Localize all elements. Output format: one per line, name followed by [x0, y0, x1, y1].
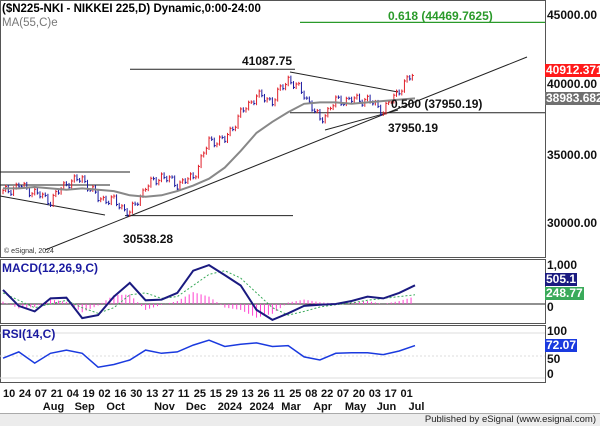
fib-618-label: 0.618 (44469.7625)	[388, 9, 493, 23]
date-tick: 08	[305, 388, 318, 400]
chart-title: ($N225-NKI - NIKKEI 225,D) Dynamic,0:00-…	[2, 3, 261, 15]
descending-trendline	[289, 71, 399, 93]
month-label: Mar	[281, 401, 301, 413]
month-label: Nov	[154, 401, 175, 413]
date-tick: 02	[98, 388, 111, 400]
date-tick: 04	[66, 388, 79, 400]
date-tick: 13	[146, 388, 159, 400]
date-tick: 27	[162, 388, 175, 400]
uptrend-line	[44, 56, 528, 251]
macd-legend: MACD(12,26,9,C)	[2, 261, 99, 275]
rsi-value-tag: 72.07	[545, 338, 578, 352]
date-tick: 11	[177, 388, 190, 400]
price-tick: 35000.00	[547, 148, 598, 162]
macd-tick: 0	[547, 300, 554, 314]
date-tick: 11	[273, 388, 285, 400]
signal-line	[2, 270, 416, 316]
date-tick: 15	[209, 388, 222, 400]
signal-value-tag: 248.77	[545, 286, 584, 300]
support-label: 37950.19	[388, 121, 439, 135]
month-label: 2024	[217, 401, 243, 413]
left-triangle-lower-line	[0, 195, 106, 216]
macd-value-tag: 505.1	[545, 272, 578, 286]
date-tick: 26	[257, 388, 270, 400]
date-tick: 19	[82, 388, 95, 400]
date-tick: 10	[3, 388, 16, 400]
publisher-credit: Published by eSignal (www.esignal.com)	[424, 414, 596, 425]
footer: Published by eSignal (www.esignal.com)	[0, 413, 600, 426]
price-tick: 30000.00	[547, 216, 598, 230]
month-label: Jul	[408, 401, 425, 413]
low-label: 30538.28	[123, 232, 174, 246]
date-tick: 25	[289, 388, 302, 400]
last-price-tag: 40912.371	[545, 64, 600, 77]
rsi-pane	[0, 325, 546, 383]
rsi-tick: 100	[547, 324, 568, 338]
fib-500-label: 0.500 (37950.19)	[391, 97, 483, 111]
price-pane	[0, 0, 546, 258]
date-tick: 29	[225, 388, 238, 400]
month-label: Jun	[376, 401, 397, 413]
rsi-tick: 0	[547, 367, 554, 381]
price-tick: 40000.00	[547, 77, 598, 91]
date-tick: 16	[114, 388, 127, 400]
peak-label: 41087.75	[242, 54, 293, 68]
ma-legend: MA(55,C)e	[2, 17, 58, 29]
rsi-tick: 50	[547, 352, 561, 366]
rsi-legend: RSI(14,C)	[2, 327, 56, 341]
date-tick: 01	[400, 388, 413, 400]
date-tick: 03	[368, 388, 381, 400]
date-tick: 22	[321, 388, 334, 400]
date-tick: 07	[34, 388, 48, 400]
date-tick: 30	[130, 388, 143, 400]
date-tick: 20	[352, 388, 366, 400]
ma-value-tag: 38983.682	[545, 92, 600, 105]
date-tick: 07	[336, 388, 350, 400]
copyright: © eSignal, 2024	[4, 248, 54, 255]
macd-line	[2, 263, 416, 322]
rsi-line	[2, 339, 416, 368]
month-label: Aug	[42, 401, 65, 413]
month-label: May	[344, 401, 367, 413]
date-tick: 21	[50, 388, 63, 400]
price-tick: 45000.00	[547, 8, 598, 22]
month-label: 2024	[249, 401, 274, 413]
month-label: Dec	[185, 401, 207, 413]
ma-line	[3, 97, 416, 198]
macd-tick: 1,000	[547, 258, 578, 272]
date-tick: 25	[193, 388, 207, 400]
date-tick: 13	[241, 388, 254, 400]
month-label: Sep	[74, 401, 95, 413]
date-tick: 24	[18, 388, 32, 400]
date-tick: 17	[384, 388, 397, 400]
month-label: Oct	[106, 401, 125, 413]
month-label: Apr	[313, 401, 333, 413]
